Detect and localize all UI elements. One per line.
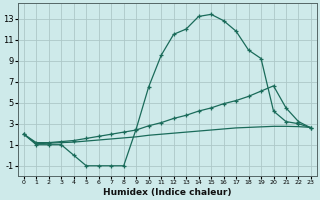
X-axis label: Humidex (Indice chaleur): Humidex (Indice chaleur)	[103, 188, 232, 197]
